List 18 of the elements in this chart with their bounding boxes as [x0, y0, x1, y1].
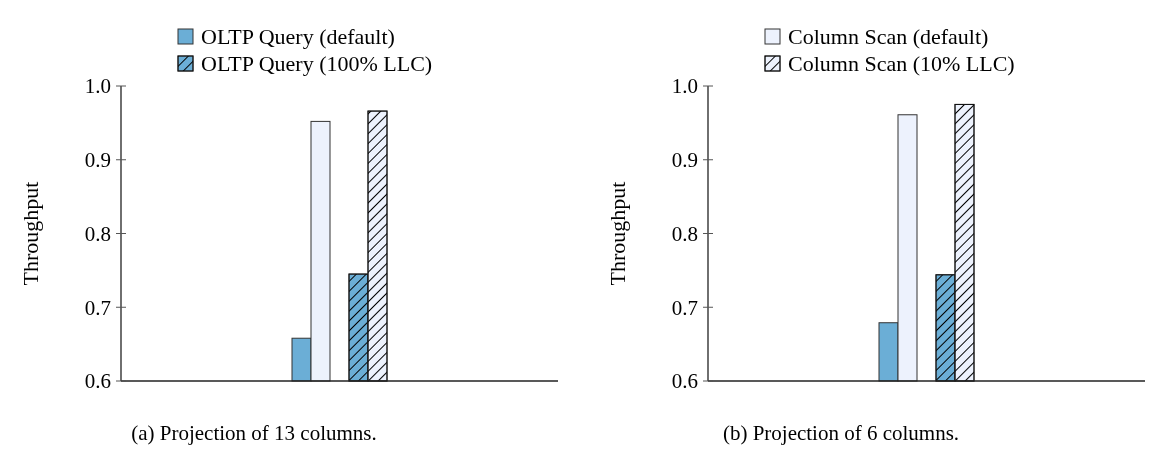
- y-tick-label: 0.8: [84, 221, 111, 246]
- legend-label: Column Scan (10% LLC): [788, 51, 1015, 77]
- y-tick-label: 0.8: [671, 221, 698, 246]
- legend-label: OLTP Query (default): [201, 24, 395, 50]
- legend-label: OLTP Query (100% LLC): [201, 51, 433, 77]
- y-tick-label: 1.0: [84, 74, 111, 99]
- text: (a) Projection of 13 columns.: [131, 421, 377, 445]
- y-tick-label: 0.6: [84, 369, 111, 394]
- y-axis-title: Throughput: [18, 181, 43, 286]
- y-tick-label: 0.9: [671, 148, 698, 173]
- y-tick-label: 0.7: [671, 295, 698, 320]
- y-tick-label: 1.0: [671, 74, 698, 99]
- y-tick-label: 0.6: [671, 369, 698, 394]
- y-tick-label: 0.7: [84, 295, 111, 320]
- y-axis-title: Throughput: [605, 181, 630, 286]
- text: (b) Projection of 6 columns.: [722, 421, 960, 445]
- y-tick-label: 0.9: [84, 148, 111, 173]
- legend-label: Column Scan (default): [788, 24, 989, 50]
